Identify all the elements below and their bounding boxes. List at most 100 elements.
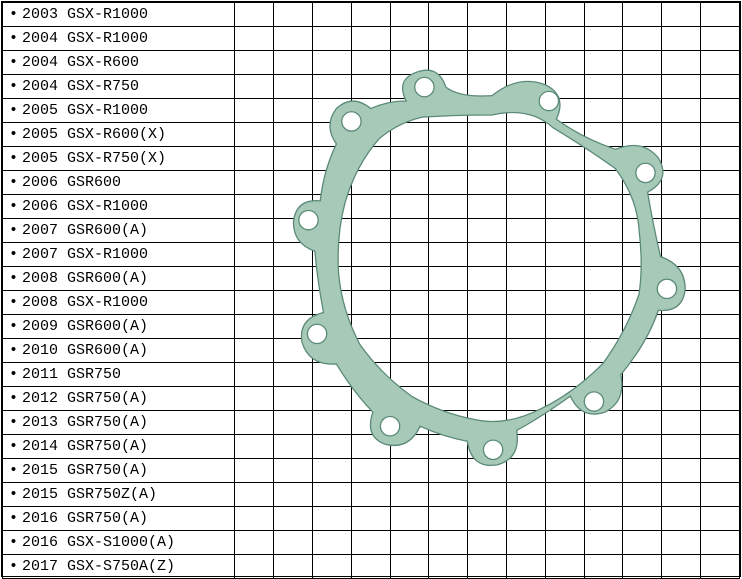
empty-cell — [545, 267, 584, 291]
empty-cell — [468, 99, 507, 123]
empty-cell — [351, 387, 390, 411]
empty-cell — [584, 171, 623, 195]
empty-cell — [506, 243, 545, 267]
empty-cell — [429, 315, 468, 339]
bullet-icon: • — [9, 222, 18, 239]
empty-cell — [390, 219, 429, 243]
fitment-cell: •2015 GSR750Z(A) — [3, 483, 235, 507]
empty-cell — [701, 411, 740, 435]
empty-cell — [312, 27, 351, 51]
empty-cell — [506, 3, 545, 27]
empty-cell — [701, 147, 740, 171]
bullet-icon: • — [9, 270, 18, 287]
table-row: •2008 GSX-R1000 — [3, 291, 740, 315]
empty-cell — [662, 123, 701, 147]
empty-cell — [429, 27, 468, 51]
empty-cell — [468, 459, 507, 483]
table-row: •2004 GSX-R1000 — [3, 27, 740, 51]
empty-cell — [429, 483, 468, 507]
empty-cell — [390, 99, 429, 123]
fitment-label: 2004 GSX-R1000 — [22, 30, 148, 47]
empty-cell — [468, 51, 507, 75]
empty-cell — [235, 435, 274, 459]
empty-cell — [584, 435, 623, 459]
empty-cell — [584, 3, 623, 27]
empty-cell — [662, 3, 701, 27]
empty-cell — [351, 27, 390, 51]
empty-cell — [312, 291, 351, 315]
fitment-label: 2010 GSR600(A) — [22, 342, 148, 359]
empty-cell — [701, 507, 740, 531]
fitment-cell: •2006 GSX-R1000 — [3, 195, 235, 219]
bullet-icon: • — [9, 30, 18, 47]
empty-cell — [468, 123, 507, 147]
empty-cell — [312, 219, 351, 243]
empty-cell — [662, 171, 701, 195]
empty-cell — [468, 3, 507, 27]
empty-cell — [390, 363, 429, 387]
empty-cell — [390, 459, 429, 483]
empty-cell — [506, 267, 545, 291]
table-row: •2004 GSX-R600 — [3, 51, 740, 75]
table-row: •2005 GSX-R600(X) — [3, 123, 740, 147]
fitment-table: •2003 GSX-R1000•2004 GSX-R1000•2004 GSX-… — [2, 2, 740, 579]
table-row: •2005 GSX-R1000 — [3, 99, 740, 123]
empty-cell — [351, 339, 390, 363]
empty-cell — [390, 171, 429, 195]
empty-cell — [274, 75, 313, 99]
empty-cell — [390, 387, 429, 411]
empty-cell — [390, 147, 429, 171]
empty-cell — [468, 483, 507, 507]
empty-cell — [584, 315, 623, 339]
bullet-icon: • — [9, 294, 18, 311]
empty-cell — [235, 147, 274, 171]
empty-cell — [506, 315, 545, 339]
table-row: •2010 GSR600(A) — [3, 339, 740, 363]
empty-cell — [235, 291, 274, 315]
table-row: •2016 GSX-S1000(A) — [3, 531, 740, 555]
empty-cell — [274, 387, 313, 411]
empty-cell — [584, 339, 623, 363]
empty-cell — [390, 531, 429, 555]
empty-cell — [623, 171, 662, 195]
empty-cell — [429, 531, 468, 555]
empty-cell — [545, 147, 584, 171]
empty-cell — [506, 339, 545, 363]
empty-cell — [312, 123, 351, 147]
empty-cell — [662, 219, 701, 243]
empty-cell — [390, 243, 429, 267]
bullet-icon: • — [9, 198, 18, 215]
empty-cell — [351, 531, 390, 555]
empty-cell — [274, 291, 313, 315]
fitment-cell: •2012 GSR750(A) — [3, 387, 235, 411]
empty-cell — [235, 75, 274, 99]
empty-cell — [506, 555, 545, 579]
empty-cell — [429, 3, 468, 27]
empty-cell — [429, 267, 468, 291]
fitment-cell: •2017 GSX-S750A(Z) — [3, 555, 235, 579]
empty-cell — [506, 147, 545, 171]
empty-cell — [584, 387, 623, 411]
empty-cell — [235, 195, 274, 219]
empty-cell — [274, 243, 313, 267]
empty-cell — [312, 507, 351, 531]
empty-cell — [235, 171, 274, 195]
bullet-icon: • — [9, 342, 18, 359]
table-row: •2005 GSX-R750(X) — [3, 147, 740, 171]
empty-cell — [662, 75, 701, 99]
empty-cell — [429, 123, 468, 147]
empty-cell — [274, 507, 313, 531]
empty-cell — [274, 147, 313, 171]
empty-cell — [506, 51, 545, 75]
empty-cell — [623, 555, 662, 579]
empty-cell — [506, 123, 545, 147]
empty-cell — [235, 99, 274, 123]
empty-cell — [623, 483, 662, 507]
fitment-label: 2004 GSX-R600 — [22, 54, 139, 71]
empty-cell — [274, 123, 313, 147]
empty-cell — [468, 411, 507, 435]
empty-cell — [429, 75, 468, 99]
empty-cell — [274, 195, 313, 219]
bullet-icon: • — [9, 390, 18, 407]
empty-cell — [468, 315, 507, 339]
